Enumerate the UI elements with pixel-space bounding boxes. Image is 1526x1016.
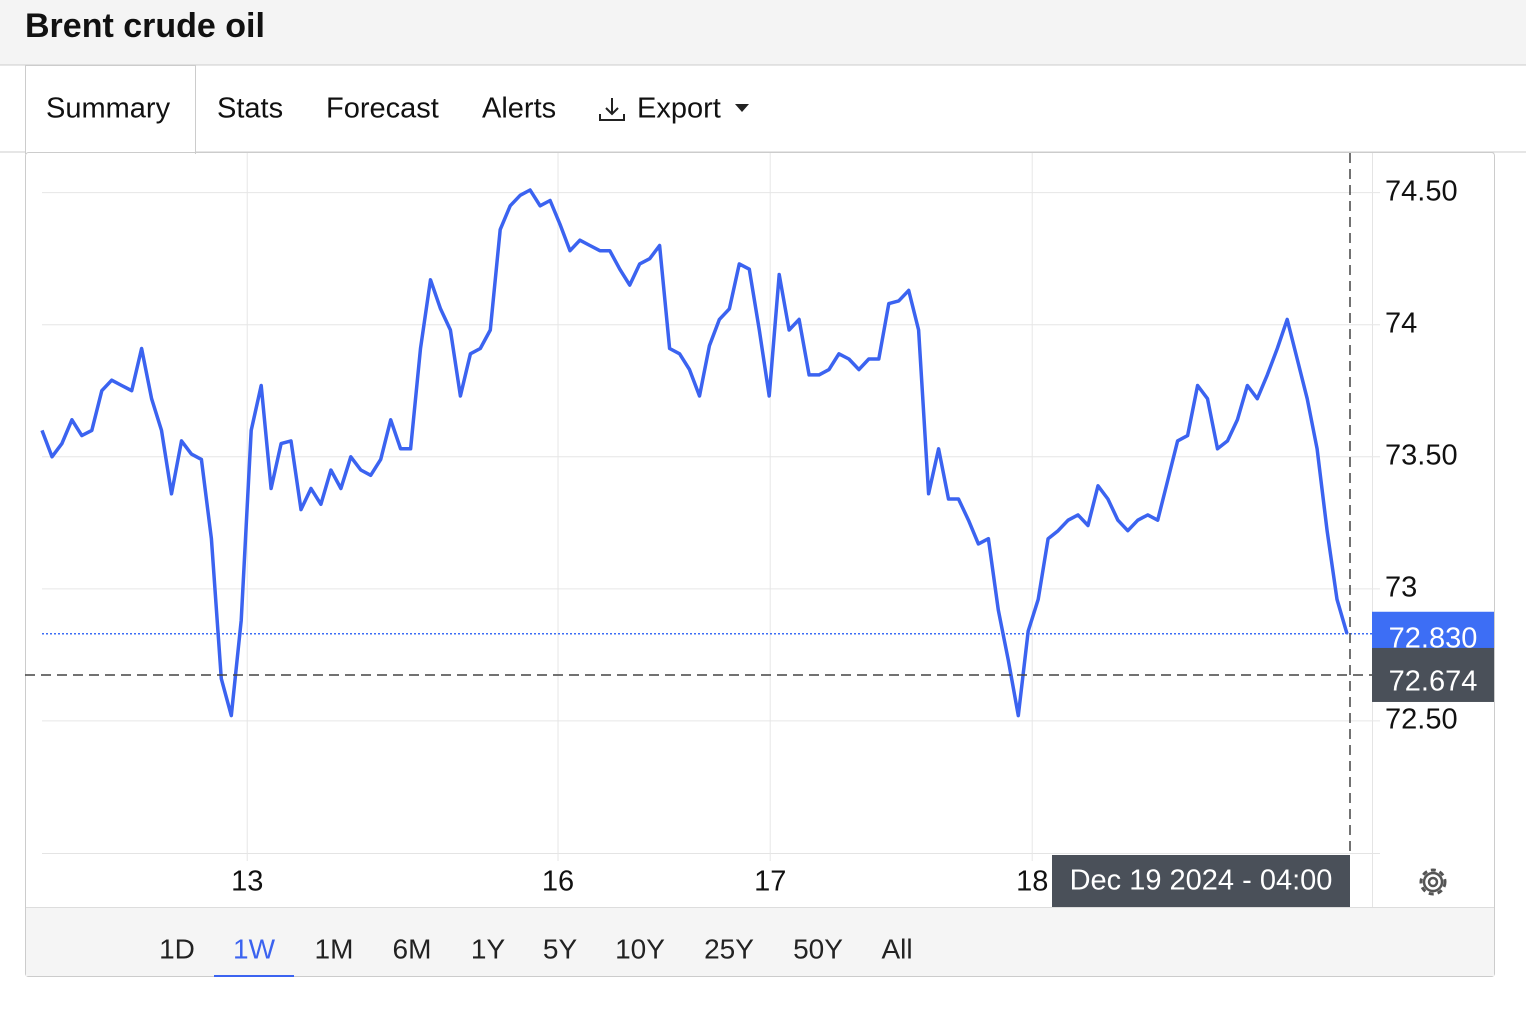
header-bar	[0, 0, 1526, 65]
range-button[interactable]: 50Y	[793, 933, 843, 964]
range-button[interactable]: 1D	[159, 933, 195, 964]
y-tick-label: 74.50	[1385, 175, 1458, 207]
export-icon	[599, 98, 625, 121]
settings-icon[interactable]	[1419, 868, 1447, 896]
y-tick-label: 73.50	[1385, 439, 1458, 471]
x-tick-label: 16	[542, 866, 574, 898]
range-button[interactable]: 1Y	[471, 933, 506, 964]
export-caret	[735, 104, 749, 112]
y-tick-label: 72.50	[1385, 704, 1458, 736]
crosshair-y-label: 72.674	[1389, 666, 1478, 698]
chart-frame	[25, 152, 1495, 977]
range-button[interactable]: 25Y	[704, 933, 754, 964]
gear-hole	[1427, 876, 1439, 888]
crosshair-x-label: Dec 19 2024 - 04:00	[1070, 865, 1333, 897]
range-button[interactable]: 5Y	[543, 933, 578, 964]
y-tick-label: 73	[1385, 572, 1417, 604]
range-button[interactable]: 6M	[393, 933, 432, 964]
gear-body	[1422, 871, 1444, 893]
y-tick-label: 74	[1385, 307, 1417, 339]
x-tick-label: 18	[1016, 866, 1048, 898]
range-button[interactable]: 1W	[233, 933, 276, 964]
crosshair-y-box	[1372, 647, 1494, 702]
page-title: Brent crude oil	[25, 7, 265, 45]
gear-teeth	[1419, 868, 1447, 896]
range-bar	[26, 908, 1494, 976]
active-tab	[25, 65, 196, 154]
price-line	[40, 188, 1349, 718]
x-tick-label: 17	[754, 866, 786, 898]
tab[interactable]: Stats	[217, 93, 283, 125]
range-button[interactable]: 1M	[315, 933, 354, 964]
tab[interactable]: Summary	[46, 93, 171, 125]
tab[interactable]: Alerts	[482, 93, 556, 125]
range-button[interactable]: All	[881, 933, 912, 964]
x-tick-label: 13	[231, 866, 263, 898]
tab[interactable]: Forecast	[326, 93, 439, 125]
range-button[interactable]: 10Y	[615, 933, 665, 964]
download-glyph	[599, 98, 625, 121]
crosshair-x-box	[1052, 855, 1350, 907]
tab[interactable]: Export	[637, 93, 721, 125]
